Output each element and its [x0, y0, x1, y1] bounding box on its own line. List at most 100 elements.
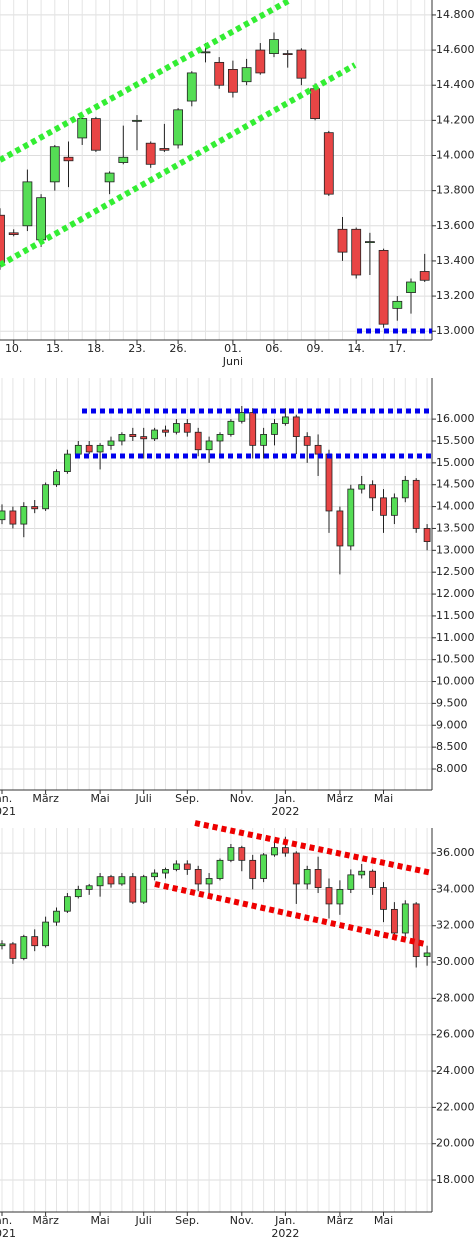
y-tick-label: 20.000	[436, 1137, 475, 1150]
candle-body	[63, 156, 74, 162]
candle-body	[214, 61, 225, 86]
x-tick-label: Nov.	[230, 792, 254, 805]
candle-body	[369, 484, 377, 499]
candle-body	[36, 197, 46, 241]
x-tick-label: Juli	[135, 1214, 152, 1227]
candle-body	[74, 888, 82, 898]
candle-body	[64, 896, 71, 912]
x-tick-label: Jan.	[274, 1214, 295, 1227]
candle-body	[336, 888, 344, 905]
candle-body	[260, 434, 268, 446]
candle-body	[64, 453, 71, 472]
trend-line	[0, 0, 292, 163]
candle-body	[186, 72, 197, 102]
candle-body	[241, 67, 252, 83]
x-sublabel: Juni	[222, 355, 243, 368]
candle-body	[325, 887, 333, 905]
candle-body	[31, 936, 39, 947]
y-tick-label: 28.000	[436, 991, 475, 1004]
candle-body	[20, 936, 28, 959]
candle-body	[85, 444, 93, 453]
x-tick-label: 13.	[46, 342, 64, 355]
candle-body	[392, 300, 403, 309]
candle-body	[159, 148, 170, 151]
candle-body	[53, 471, 60, 486]
y-tick-label: 26.000	[436, 1028, 475, 1041]
candle-body	[412, 903, 420, 958]
x-sublabel: 2021	[0, 1227, 16, 1240]
candle-body	[238, 412, 246, 422]
y-tick-label: 14.500	[436, 478, 475, 491]
candle-body	[238, 847, 246, 861]
candle-body	[358, 870, 366, 876]
candle-body	[227, 847, 235, 861]
candle-body	[292, 416, 300, 438]
candle-body	[96, 444, 104, 453]
candle-body	[151, 429, 159, 440]
y-tick-label: 13.800	[436, 184, 475, 197]
x-tick-label: Sep.	[175, 1214, 199, 1227]
x-tick-label: März	[32, 792, 59, 805]
x-tick-label: März	[32, 1214, 59, 1227]
candle-body	[172, 863, 180, 870]
y-tick-label: 10.500	[436, 653, 475, 666]
candle-body	[314, 444, 322, 455]
candle-body	[205, 440, 213, 451]
y-tick-label: 24.000	[436, 1064, 475, 1077]
candle-body	[249, 412, 257, 446]
candle-body	[151, 872, 159, 878]
candle-body	[347, 488, 355, 547]
candle-body	[0, 510, 6, 521]
candle-body	[85, 885, 93, 890]
candle-body	[172, 423, 180, 433]
y-tick-label: 36.000	[436, 846, 475, 859]
y-tick-label: 22.000	[436, 1100, 475, 1113]
candle-body	[303, 436, 311, 446]
candle-body	[314, 869, 322, 888]
y-tick-label: 11.500	[436, 609, 475, 622]
candle-body	[132, 119, 142, 122]
candle-body	[107, 876, 115, 885]
candle-body	[378, 249, 389, 325]
candle-body	[255, 49, 266, 74]
candle-body	[292, 852, 300, 885]
candle-body	[22, 181, 33, 227]
y-tick-label: 34.000	[436, 882, 475, 895]
y-tick-label: 14.800	[436, 8, 475, 21]
candle-body	[269, 39, 279, 54]
candle-body	[296, 49, 307, 79]
candle-body	[227, 69, 238, 93]
x-tick-label: Mai	[374, 792, 393, 805]
y-tick-label: 11.000	[436, 631, 475, 644]
y-tick-label: 13.500	[436, 521, 475, 534]
candle-body	[423, 528, 431, 542]
candle-body	[91, 118, 101, 151]
x-tick-label: 18.	[87, 342, 105, 355]
x-tick-label: Jan.	[0, 1214, 12, 1227]
candle-body	[364, 241, 375, 244]
y-tick-label: 30.000	[436, 955, 475, 968]
y-tick-label: 9.500	[436, 696, 468, 709]
candle-body	[42, 921, 49, 947]
x-sublabel: 2022	[271, 805, 299, 818]
candle-body	[194, 431, 202, 451]
candle-body	[118, 156, 129, 163]
candle-body	[358, 484, 366, 490]
grid	[0, 0, 432, 340]
x-tick-label: 01.	[224, 342, 242, 355]
x-tick-label: 17.	[389, 342, 407, 355]
candle-body	[380, 887, 387, 910]
candle-body	[104, 172, 115, 183]
candle-body	[42, 484, 49, 510]
x-tick-label: Mai	[90, 792, 109, 805]
candle-body	[129, 876, 137, 903]
trend-line	[0, 62, 357, 268]
y-tick-label: 12.000	[436, 587, 475, 600]
y-tick-label: 13.000	[436, 324, 475, 337]
candle-body	[282, 53, 293, 55]
x-tick-label: 10.	[5, 342, 23, 355]
candle-body	[107, 440, 115, 446]
candle-body	[0, 943, 6, 947]
